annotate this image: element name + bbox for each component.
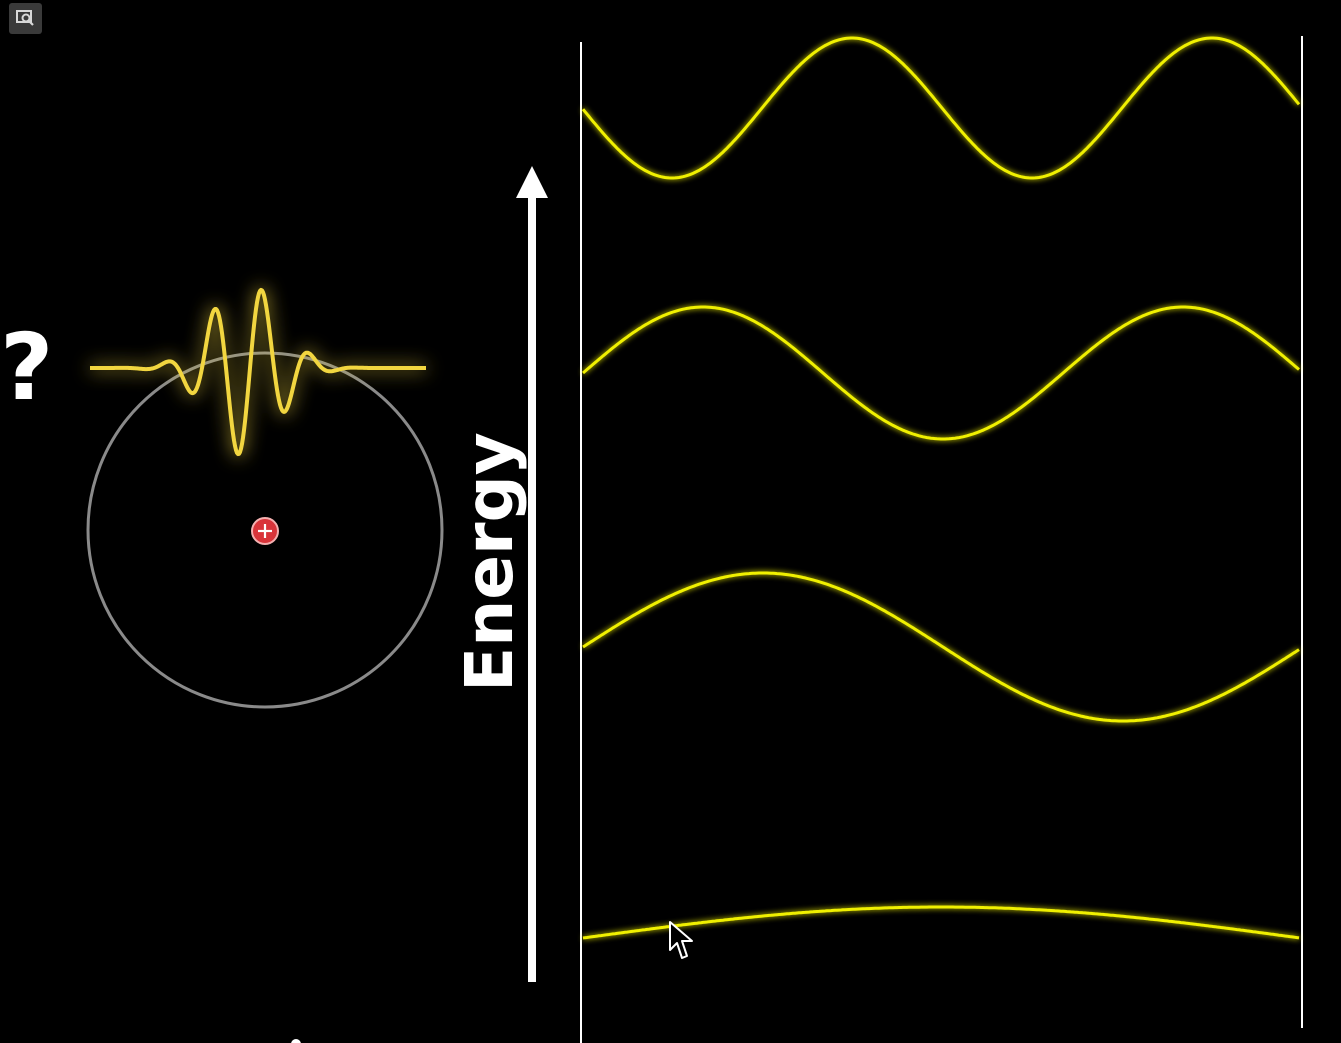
electron-orbit — [86, 351, 444, 709]
standing-wave-n4 — [581, 36, 1301, 180]
energy-axis-label: Energy — [451, 432, 528, 692]
standing-wave-n3 — [582, 305, 1300, 441]
offscreen-mark — [291, 1039, 301, 1043]
nucleus — [251, 517, 279, 545]
mouse-cursor-icon — [668, 920, 696, 966]
zoom-icon — [16, 10, 34, 26]
zoom-button[interactable] — [9, 3, 42, 34]
standing-wave-n1 — [582, 905, 1300, 940]
electron-wave-packet — [89, 287, 427, 457]
standing-wave-n2 — [582, 571, 1300, 723]
question-mark: ? — [0, 314, 54, 421]
energy-axis-arrow — [516, 166, 548, 982]
